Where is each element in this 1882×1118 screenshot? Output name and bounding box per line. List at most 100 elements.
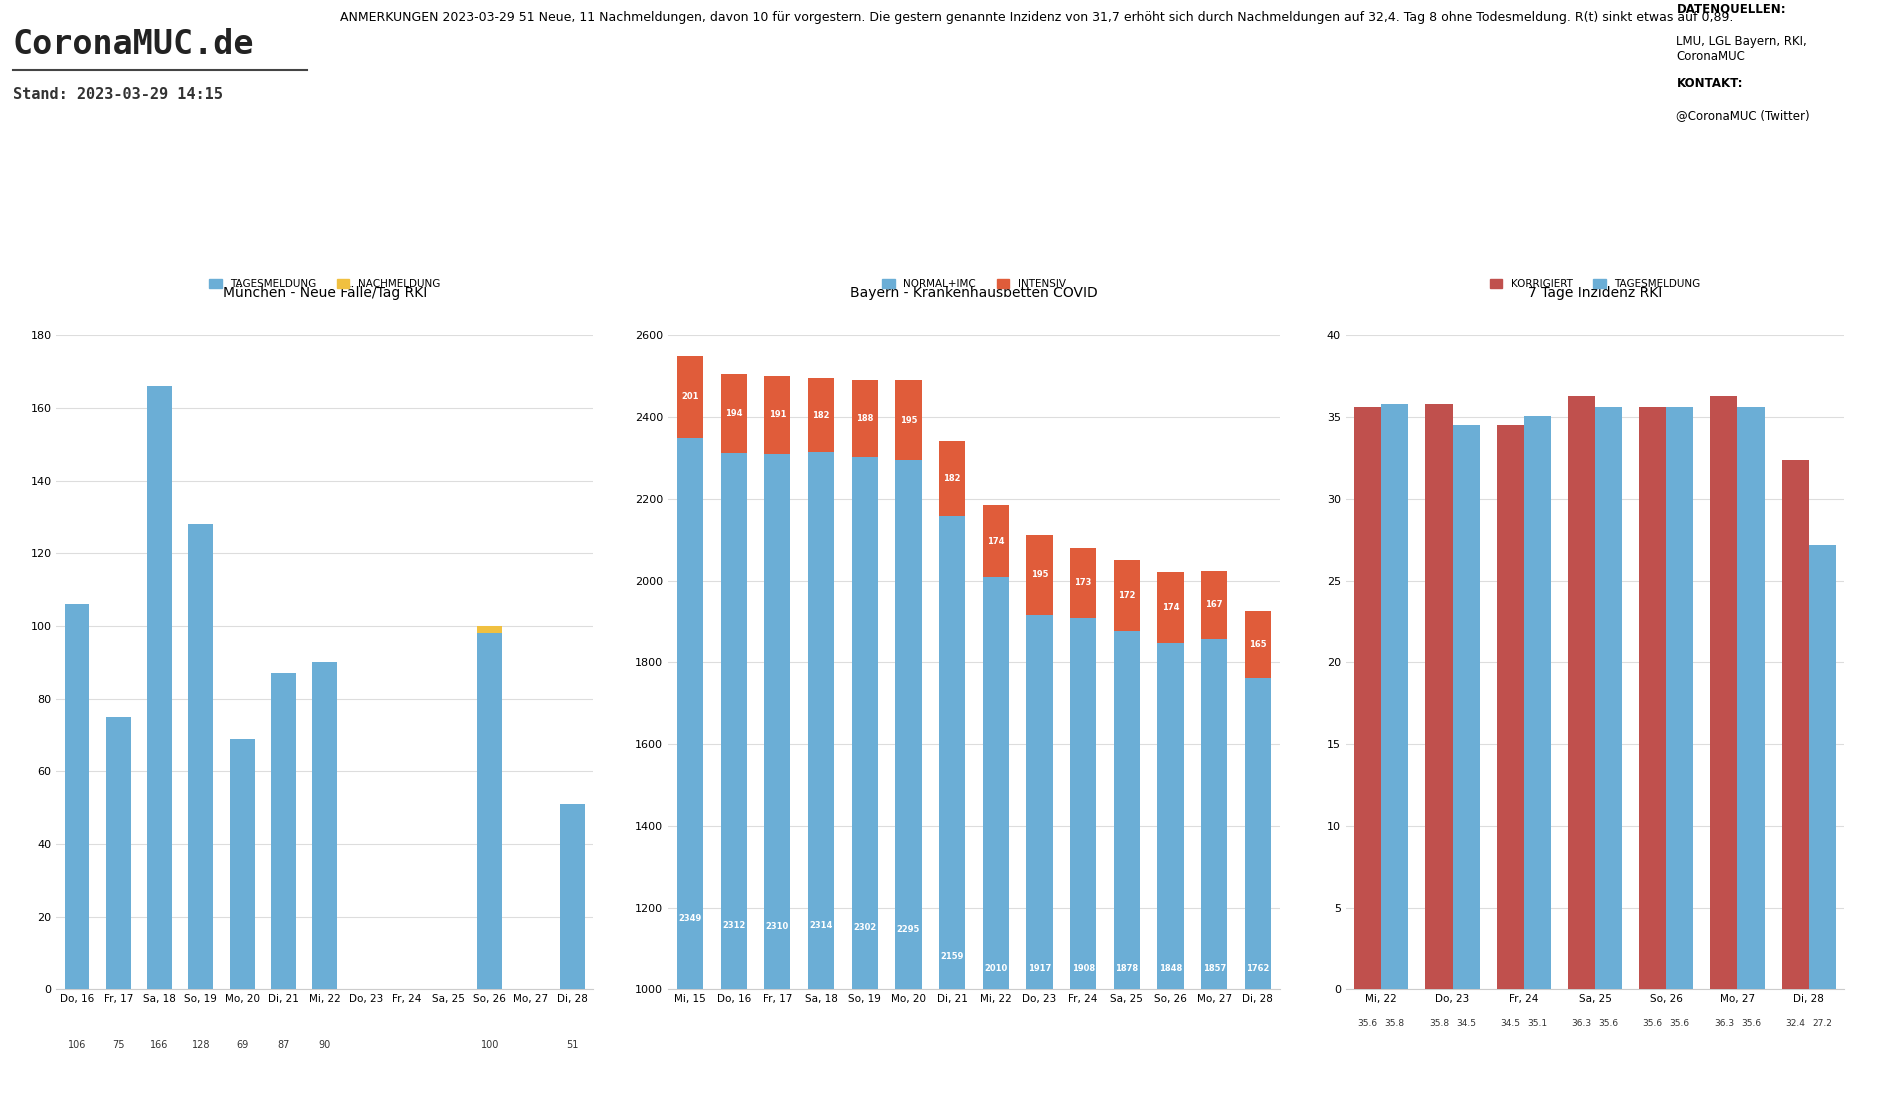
Text: +0: +0 bbox=[363, 197, 399, 226]
Bar bbox=[678, 438, 704, 1118]
Bar bbox=[1711, 396, 1737, 989]
Text: 165: 165 bbox=[1250, 639, 1267, 648]
Bar bbox=[1666, 407, 1694, 989]
Bar bbox=[559, 804, 585, 989]
Text: 36.3: 36.3 bbox=[1571, 1018, 1592, 1027]
Bar bbox=[1071, 548, 1095, 618]
Bar bbox=[478, 633, 502, 989]
Text: 87: 87 bbox=[277, 1040, 290, 1050]
Text: +62: +62 bbox=[100, 197, 154, 226]
Text: 182: 182 bbox=[813, 410, 830, 419]
Text: 1908: 1908 bbox=[1071, 965, 1095, 974]
Text: * Genesene:  7 Tages Durchschnitt der Summe RKI vor 10 Tagen | Aktuell Infiziert: * Genesene: 7 Tages Durchschnitt der Sum… bbox=[566, 1058, 1316, 1070]
Text: 1917: 1917 bbox=[1028, 965, 1050, 974]
Bar bbox=[1425, 404, 1453, 989]
Bar bbox=[1157, 643, 1184, 1118]
Bar bbox=[1355, 407, 1381, 989]
Legend: KORRIGIERT, TAGESMELDUNG: KORRIGIERT, TAGESMELDUNG bbox=[1485, 275, 1705, 294]
Text: TODESFÄLLE: TODESFÄLLE bbox=[344, 158, 418, 168]
Text: Normal + IMC: Normal + IMC bbox=[589, 277, 657, 287]
Text: 194: 194 bbox=[725, 409, 742, 418]
Text: Made with  infogram: Made with infogram bbox=[1720, 1091, 1835, 1101]
Bar bbox=[851, 380, 877, 457]
Text: 166: 166 bbox=[151, 1040, 169, 1050]
Text: KRANKENHAUSBETTEN BAYERN: KRANKENHAUSBETTEN BAYERN bbox=[617, 158, 804, 168]
Text: 2295: 2295 bbox=[896, 925, 920, 934]
Bar bbox=[1114, 560, 1140, 631]
Text: 2314: 2314 bbox=[809, 921, 832, 930]
Text: 35.8: 35.8 bbox=[1428, 1018, 1449, 1027]
Bar bbox=[764, 454, 790, 1118]
Text: 106: 106 bbox=[68, 1040, 87, 1050]
Text: 191: 191 bbox=[768, 410, 787, 419]
Title: Bayern - Krankenhausbetten COVID: Bayern - Krankenhausbetten COVID bbox=[851, 285, 1097, 300]
Text: 195: 195 bbox=[1031, 570, 1048, 579]
Text: KONTAKT:: KONTAKT: bbox=[1677, 77, 1743, 89]
Text: LMU, LGL Bayern, RKI,
CoronaMUC: LMU, LGL Bayern, RKI, CoronaMUC bbox=[1677, 35, 1807, 63]
Text: 34.5: 34.5 bbox=[1457, 1018, 1475, 1027]
Bar bbox=[1026, 534, 1052, 615]
Text: 1848: 1848 bbox=[1159, 965, 1182, 974]
Bar bbox=[896, 461, 922, 1118]
Text: 165: 165 bbox=[774, 197, 824, 225]
Text: DUNKELZIFFER FAKTOR: DUNKELZIFFER FAKTOR bbox=[999, 158, 1137, 168]
Bar bbox=[1201, 639, 1227, 1118]
Bar bbox=[1381, 404, 1408, 989]
Bar bbox=[1594, 407, 1622, 989]
Text: ANMERKUNGEN 2023-03-29 51 Neue, 11 Nachmeldungen, davon 10 für vorgestern. Die g: ANMERKUNGEN 2023-03-29 51 Neue, 11 Nachm… bbox=[341, 11, 1733, 25]
Text: 173: 173 bbox=[1075, 578, 1092, 587]
Text: 1878: 1878 bbox=[1116, 965, 1139, 974]
Bar bbox=[1568, 396, 1594, 989]
Bar bbox=[1524, 416, 1551, 989]
Text: Gesamt: 719.903
Di–Sa.: Gesamt: 719.903 Di–Sa. bbox=[81, 280, 173, 302]
Text: 174: 174 bbox=[986, 537, 1005, 546]
Text: 195: 195 bbox=[900, 416, 917, 425]
Bar bbox=[312, 662, 337, 989]
Text: IFR/KH basiert
Täglich: IFR/KH basiert Täglich bbox=[1031, 280, 1105, 302]
Text: BESTÄTIGTE FÄLLE: BESTÄTIGTE FÄLLE bbox=[73, 158, 181, 168]
Bar bbox=[807, 378, 834, 453]
Title: 7 Tage Inzidenz RKI: 7 Tage Inzidenz RKI bbox=[1528, 285, 1662, 300]
Bar bbox=[764, 376, 790, 454]
Text: 35.1: 35.1 bbox=[1526, 1018, 1547, 1027]
Bar bbox=[1071, 618, 1095, 1118]
Bar bbox=[188, 524, 213, 989]
Text: 188: 188 bbox=[856, 415, 873, 424]
Text: CoronaMUC.de: CoronaMUC.de bbox=[13, 28, 254, 61]
Text: 201: 201 bbox=[681, 392, 698, 401]
Bar bbox=[1157, 571, 1184, 643]
Text: 69: 69 bbox=[235, 1040, 248, 1050]
Text: 35.6: 35.6 bbox=[1741, 1018, 1762, 1027]
Text: 1762: 1762 bbox=[1246, 965, 1270, 974]
Bar bbox=[982, 505, 1009, 577]
Text: Mo–Fr.: Mo–Fr. bbox=[694, 302, 726, 312]
Bar bbox=[478, 626, 502, 633]
Text: 2349: 2349 bbox=[678, 913, 702, 922]
Text: 2159: 2159 bbox=[941, 953, 964, 961]
Bar bbox=[1026, 615, 1052, 1118]
Text: 35.6: 35.6 bbox=[1357, 1018, 1378, 1027]
Title: München - Neue Fälle/Tag RKI: München - Neue Fälle/Tag RKI bbox=[222, 285, 427, 300]
Text: INTENSIV: INTENSIV bbox=[775, 277, 821, 287]
Text: 1857: 1857 bbox=[1203, 965, 1225, 974]
Bar bbox=[851, 457, 877, 1118]
Bar bbox=[982, 577, 1009, 1118]
Text: 172: 172 bbox=[1118, 591, 1135, 600]
Text: REPRODUKTIONSWERT: REPRODUKTIONSWERT bbox=[1331, 158, 1464, 168]
Bar bbox=[1114, 631, 1140, 1118]
Text: Gesamt: 2.571
Di–Sa.: Gesamt: 2.571 Di–Sa. bbox=[343, 280, 420, 302]
Bar bbox=[721, 453, 747, 1118]
Text: 35.8: 35.8 bbox=[1385, 1018, 1404, 1027]
Text: 27,2: 27,2 bbox=[1690, 197, 1763, 226]
Bar bbox=[896, 380, 922, 461]
Text: 32.4: 32.4 bbox=[1786, 1018, 1805, 1027]
Bar bbox=[721, 373, 747, 453]
Bar bbox=[1201, 571, 1227, 639]
Bar bbox=[939, 442, 965, 515]
Bar bbox=[1809, 544, 1835, 989]
Bar bbox=[939, 515, 965, 1118]
Text: 35.6: 35.6 bbox=[1598, 1018, 1619, 1027]
Text: 2302: 2302 bbox=[853, 923, 877, 932]
Text: @CoronaMUC (Twitter): @CoronaMUC (Twitter) bbox=[1677, 110, 1810, 122]
Legend: TAGESMELDUNG, NACHMELDUNG: TAGESMELDUNG, NACHMELDUNG bbox=[205, 275, 444, 294]
